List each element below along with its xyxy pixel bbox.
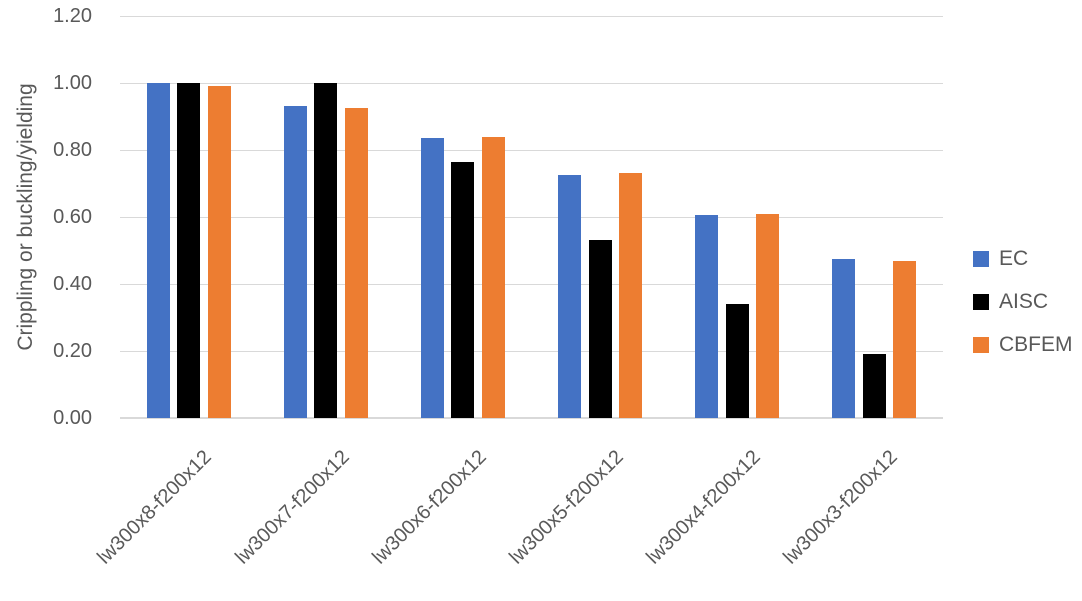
- gridline: [120, 351, 943, 352]
- bar-cbfem: [756, 213, 780, 418]
- bar-ec: [695, 215, 719, 418]
- x-axis-label: lw300x7-f200x12: [230, 446, 354, 569]
- y-tick-label: 0.00: [53, 407, 92, 429]
- bar-cbfem: [893, 260, 917, 418]
- legend-swatch-ec: [973, 251, 989, 267]
- legend-item-cbfem: CBFEM: [973, 333, 1073, 357]
- bar-cbfem: [344, 108, 368, 418]
- bar-ec: [832, 258, 856, 418]
- bar-aisc: [862, 354, 886, 418]
- legend-label-aisc: AISC: [999, 290, 1049, 313]
- bar-cbfem: [481, 136, 505, 418]
- legend-item-ec: EC: [973, 247, 1073, 271]
- bar-ec: [146, 83, 170, 418]
- gridline: [120, 217, 943, 218]
- x-axis-label: lw300x4-f200x12: [642, 446, 765, 569]
- bar-ec: [420, 138, 444, 418]
- gridline: [120, 83, 943, 84]
- legend-item-aisc: AISC: [973, 290, 1073, 314]
- x-axis-label: lw300x8-f200x12: [93, 446, 217, 569]
- x-axis-label: lw300x5-f200x12: [505, 446, 628, 569]
- bar-aisc: [451, 161, 475, 418]
- legend-swatch-cbfem: [973, 337, 989, 353]
- bar-aisc: [588, 240, 612, 418]
- x-axis-label: lw300x6-f200x12: [367, 446, 491, 569]
- legend: EC AISC CBFEM: [973, 247, 1073, 376]
- x-axis-label: lw300x3-f200x12: [779, 446, 902, 569]
- y-tick-label: 1.20: [53, 5, 92, 27]
- y-tick-label: 0.20: [53, 340, 92, 362]
- y-tick-label: 1.00: [53, 72, 92, 94]
- bar-aisc: [314, 83, 338, 418]
- y-tick-label: 0.40: [53, 273, 92, 295]
- bar-aisc: [177, 83, 201, 418]
- bar-cbfem: [207, 86, 231, 418]
- bar-ec: [283, 106, 307, 418]
- bar-cbfem: [619, 173, 643, 418]
- bar-ec: [558, 175, 582, 418]
- gridline: [120, 150, 943, 151]
- y-tick-label: 0.60: [53, 206, 92, 228]
- legend-label-ec: EC: [999, 247, 1029, 270]
- legend-label-cbfem: CBFEM: [999, 333, 1073, 356]
- legend-swatch-aisc: [973, 294, 989, 310]
- bar-aisc: [725, 304, 749, 418]
- x-axis-line: [120, 417, 943, 419]
- gridline: [120, 16, 943, 17]
- y-tick-label: 0.80: [53, 139, 92, 161]
- gridline: [120, 284, 943, 285]
